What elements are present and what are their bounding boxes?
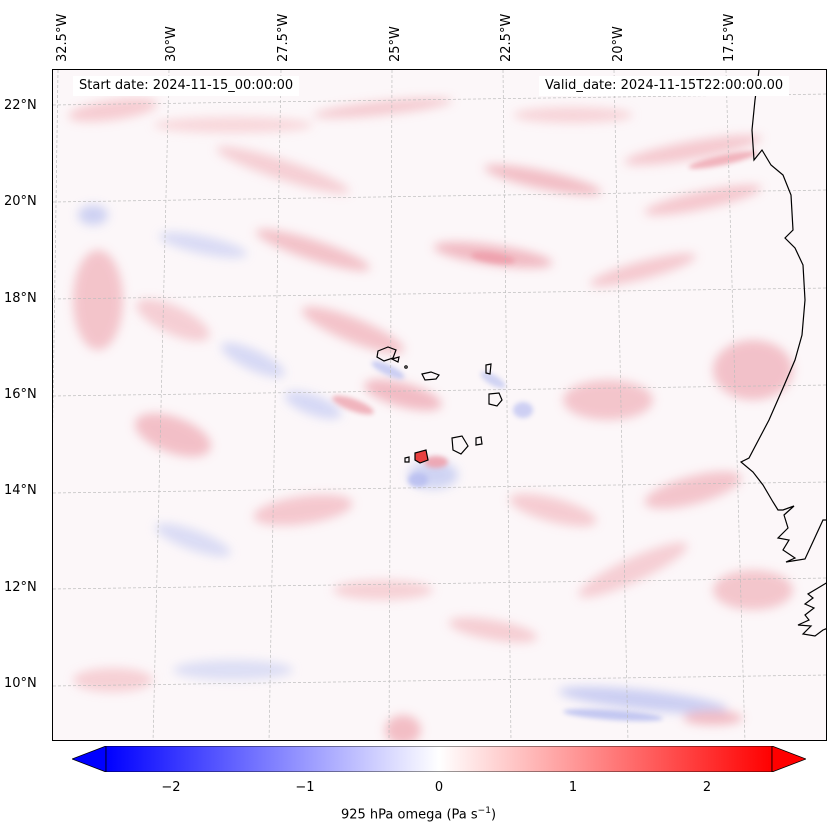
island-sal (485, 363, 492, 375)
lon-label-22-5w: 22.5°W (499, 13, 514, 62)
lat-label-14n: 14°N (4, 483, 37, 498)
lat-label-10n: 10°N (4, 676, 37, 691)
colorbar (72, 746, 806, 772)
colorbar-extend-low (72, 746, 107, 772)
island-brava (404, 456, 410, 463)
lat-label-16n: 16°N (4, 387, 37, 402)
lat-label-12n: 12°N (4, 580, 37, 595)
island-santo-antao (376, 346, 397, 362)
valid-date-label: Valid_date: 2024-11-15T22:00:00.00 (539, 76, 790, 96)
island-santa-luzia (404, 365, 408, 369)
colorbar-tick: −2 (161, 780, 181, 795)
colorbar-tick: 0 (434, 780, 444, 795)
colorbar-tick: 1 (568, 780, 578, 795)
lat-label-22n: 22°N (4, 98, 37, 113)
island-sao-vicente (390, 356, 400, 363)
lon-label-20w: 20°W (611, 26, 626, 62)
omega-field (53, 70, 826, 740)
lon-label-27-5w: 27.5°W (276, 13, 291, 62)
island-santiago (451, 435, 469, 455)
colorbar-label: 925 hPa omega (Pa s−1) (340, 806, 497, 823)
lon-label-17-5w: 17.5°W (722, 13, 737, 62)
cape-verde-islands (376, 346, 503, 464)
island-maio (475, 436, 483, 446)
africa-coastline (739, 70, 826, 563)
start-date-label: Start date: 2024-11-15_00:00:00 (73, 76, 300, 96)
guinea-coastline (797, 582, 826, 637)
colorbar-tick: −1 (295, 780, 315, 795)
lon-label-32-5w: 32.5°W (55, 13, 70, 62)
island-boa-vista (488, 392, 503, 407)
island-sao-nicolau (421, 371, 440, 381)
colorbar-extend-high (771, 746, 806, 772)
island-fogo (414, 449, 429, 464)
lon-label-25w: 25°W (388, 26, 403, 62)
colorbar-gradient (105, 746, 773, 772)
lat-label-18n: 18°N (4, 291, 37, 306)
lon-label-30w: 30°W (164, 26, 179, 62)
colorbar-tick: 2 (702, 780, 712, 795)
lat-label-20n: 20°N (4, 194, 37, 209)
omega-map (52, 69, 827, 741)
